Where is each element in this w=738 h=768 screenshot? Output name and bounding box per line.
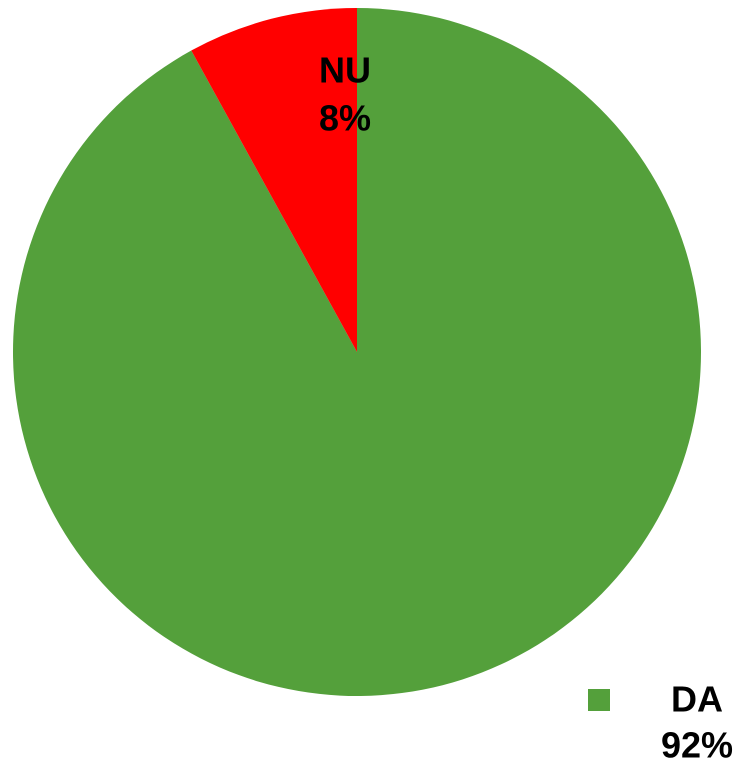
slice-value-label: 92%	[661, 725, 733, 766]
pie-slice	[12, 8, 702, 696]
pie-slice	[191, 8, 357, 352]
slice-label: DA	[671, 679, 723, 720]
slice-value-label: 8%	[319, 98, 371, 139]
legend-key	[588, 689, 610, 711]
slice-label: NU	[319, 50, 371, 91]
